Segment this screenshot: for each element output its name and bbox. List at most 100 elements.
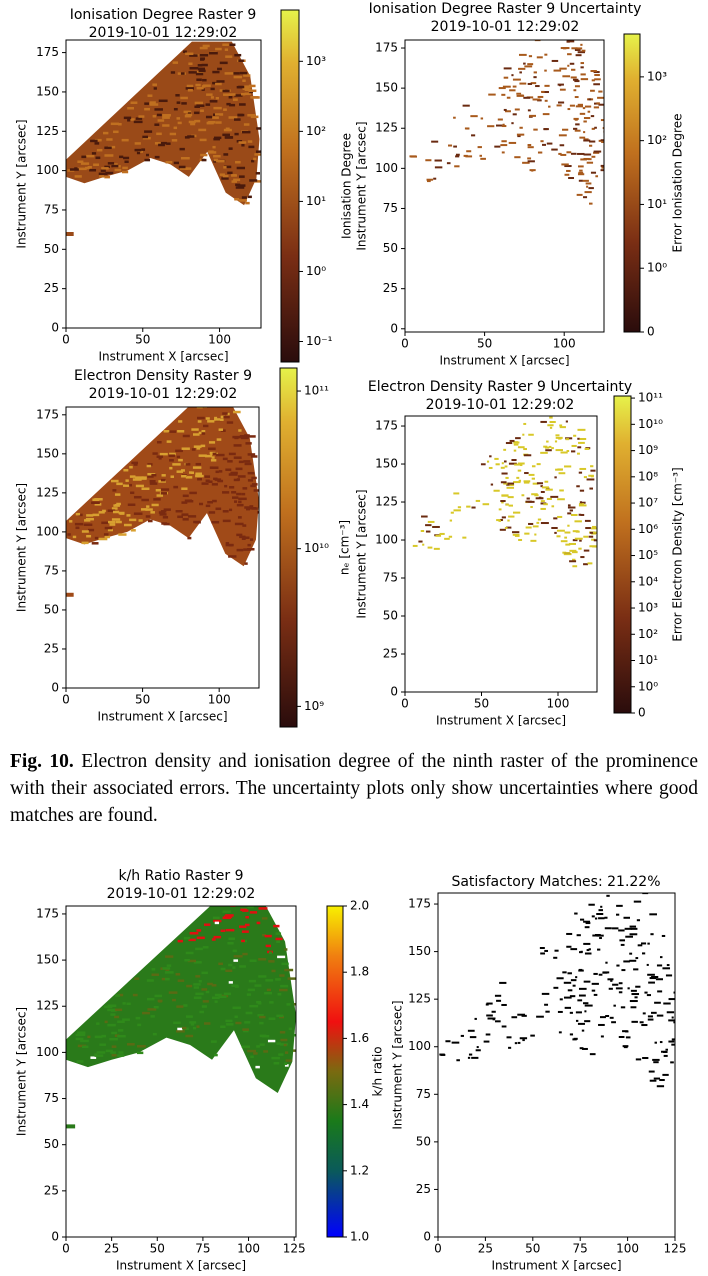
raster-cell <box>474 1017 477 1020</box>
raster-cell <box>236 503 244 507</box>
raster-cell <box>584 926 590 929</box>
raster-cell <box>495 463 500 466</box>
raster-cell <box>581 1047 588 1050</box>
raster-cell <box>228 555 237 558</box>
raster-cell <box>275 978 281 981</box>
raster-cell <box>596 102 600 105</box>
raster-cell <box>105 1049 113 1053</box>
raster-cell <box>600 905 603 908</box>
raster-cell <box>244 1021 251 1024</box>
raster-cell <box>559 424 563 427</box>
raster-cell <box>278 1053 284 1056</box>
panel-title: Electron Density Raster 9 Uncertainty <box>368 379 632 395</box>
raster-cell <box>122 166 128 170</box>
raster-cell <box>188 471 193 474</box>
raster-cell <box>577 103 583 106</box>
raster-cell <box>551 505 555 508</box>
raster-cell <box>487 1017 496 1020</box>
raster-cell <box>133 495 142 499</box>
raster-cell <box>512 78 521 81</box>
raster-cell <box>450 511 454 514</box>
raster-cell <box>162 967 171 970</box>
raster-cell <box>115 994 120 997</box>
raster-cell <box>661 934 666 937</box>
raster-cell <box>595 175 599 178</box>
raster-cell <box>500 518 503 521</box>
raster-cell <box>629 959 637 962</box>
raster-cell <box>69 520 73 523</box>
raster-cell <box>196 86 204 90</box>
raster-cell <box>242 79 246 82</box>
raster-cell <box>207 420 215 423</box>
raster-cell <box>609 1016 614 1019</box>
raster-cell <box>532 98 541 101</box>
colorbar-tick-label: 2.0 <box>350 899 369 913</box>
raster-cell <box>571 450 576 453</box>
raster-cell <box>202 424 209 428</box>
raster-cell <box>193 983 201 986</box>
raster-cell <box>197 420 202 423</box>
raster-cell <box>637 944 643 947</box>
raster-cell <box>134 142 141 145</box>
raster-cell <box>201 63 208 67</box>
raster-cell <box>182 494 189 498</box>
raster-cell <box>580 158 587 161</box>
colorbar-tick-label: 10² <box>647 133 667 147</box>
raster-cell <box>648 981 655 984</box>
raster-cell <box>600 169 604 172</box>
raster-cell <box>237 475 246 478</box>
raster-cell <box>434 166 443 169</box>
raster-cell <box>154 123 160 126</box>
raster-cell <box>267 1039 276 1043</box>
raster-cell <box>567 64 570 67</box>
raster-cell <box>453 492 460 495</box>
raster-cell <box>219 173 225 176</box>
raster-cell <box>518 67 526 70</box>
raster-cell <box>196 78 202 82</box>
raster-cell <box>555 436 563 439</box>
raster-cell <box>533 71 537 74</box>
raster-cell <box>503 482 510 485</box>
raster-cell <box>516 133 525 136</box>
raster-cell <box>222 510 229 513</box>
raster-cell <box>618 1035 625 1038</box>
raster-cell <box>261 917 268 920</box>
raster-cell <box>223 992 232 996</box>
raster-cell <box>184 114 192 118</box>
raster-cell <box>231 180 237 183</box>
raster-cell <box>149 480 156 483</box>
raster-cell <box>608 987 613 990</box>
raster-cell <box>238 141 247 144</box>
raster-cell <box>144 158 151 162</box>
raster-cell <box>256 921 261 925</box>
raster-cell <box>589 140 596 143</box>
raster-cell <box>185 1034 194 1038</box>
raster-cell <box>224 136 233 139</box>
x-tick-label: 0 <box>62 693 70 707</box>
raster-cell <box>588 903 595 906</box>
raster-cell <box>146 505 150 508</box>
raster-cell <box>596 934 604 937</box>
raster-cell <box>186 499 194 503</box>
raster-cell <box>213 158 218 162</box>
raster-cell <box>591 127 595 130</box>
raster-cell <box>488 466 493 469</box>
raster-cell <box>222 133 230 137</box>
raster-cell <box>232 1006 241 1010</box>
y-axis-label: Instrument Y [arcsec] <box>355 489 369 618</box>
raster-cell <box>479 154 482 157</box>
raster-cell <box>501 140 507 143</box>
raster-cell <box>665 1048 669 1051</box>
raster-cell <box>567 512 572 515</box>
raster-cell <box>173 107 178 111</box>
raster-cell <box>228 147 233 150</box>
raster-cell <box>233 955 243 958</box>
raster-cell <box>233 72 240 75</box>
raster-cell <box>506 1036 512 1039</box>
raster-cell <box>221 177 229 180</box>
raster-cell <box>590 469 596 472</box>
raster-cell <box>208 441 216 444</box>
raster-cell <box>134 148 142 152</box>
raster-cell <box>579 501 583 504</box>
raster-cell <box>606 894 610 897</box>
